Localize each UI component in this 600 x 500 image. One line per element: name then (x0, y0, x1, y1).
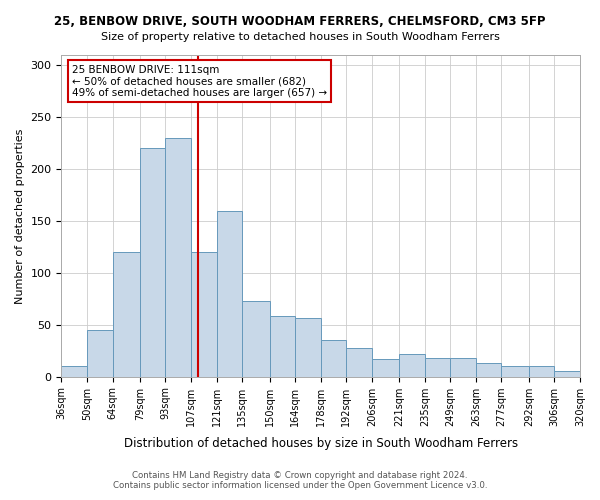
Bar (346, 348, 372, 376)
Bar (217, 210, 242, 376)
Bar (554, 372, 580, 376)
X-axis label: Distribution of detached houses by size in South Woodham Ferrers: Distribution of detached houses by size … (124, 437, 518, 450)
Bar (166, 138, 191, 376)
Bar (321, 340, 346, 376)
Text: Size of property relative to detached houses in South Woodham Ferrers: Size of property relative to detached ho… (101, 32, 499, 42)
Bar (191, 252, 217, 376)
Bar (61, 366, 87, 376)
Bar (425, 358, 451, 376)
Bar (529, 366, 554, 376)
Bar (502, 366, 529, 376)
Bar (451, 358, 476, 376)
Bar (399, 354, 425, 376)
Text: 25 BENBOW DRIVE: 111sqm
← 50% of detached houses are smaller (682)
49% of semi-d: 25 BENBOW DRIVE: 111sqm ← 50% of detache… (72, 64, 327, 98)
Text: Contains HM Land Registry data © Crown copyright and database right 2024.
Contai: Contains HM Land Registry data © Crown c… (113, 470, 487, 490)
Bar (87, 330, 113, 376)
Y-axis label: Number of detached properties: Number of detached properties (15, 128, 25, 304)
Bar (476, 363, 502, 376)
Bar (242, 301, 269, 376)
Bar (372, 359, 399, 376)
Bar (269, 316, 295, 376)
Text: 25, BENBOW DRIVE, SOUTH WOODHAM FERRERS, CHELMSFORD, CM3 5FP: 25, BENBOW DRIVE, SOUTH WOODHAM FERRERS,… (54, 15, 546, 28)
Bar (295, 318, 321, 376)
Bar (140, 148, 166, 376)
Bar (113, 252, 140, 376)
